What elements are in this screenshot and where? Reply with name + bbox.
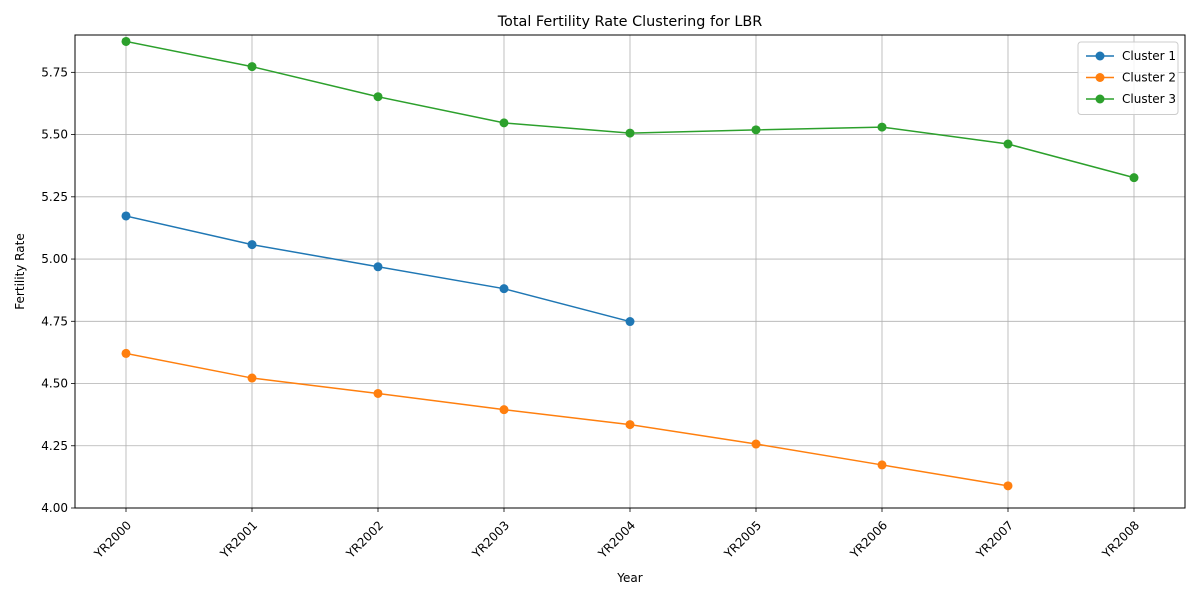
data-point — [499, 284, 509, 294]
legend-marker — [1095, 51, 1105, 61]
grid-lines — [75, 35, 1185, 509]
data-point — [373, 388, 383, 398]
y-tick-label: 5.50 — [41, 128, 68, 142]
chart-title: Total Fertility Rate Clustering for LBR — [497, 14, 763, 30]
y-axis-ticks: 4.00 4.25 4.50 4.75 5.00 5.25 5.50 5.75 — [41, 65, 75, 515]
data-point — [499, 118, 509, 128]
data-point — [625, 317, 635, 327]
x-tick-label: YR2008 — [1099, 518, 1142, 561]
data-point — [625, 420, 635, 430]
data-point — [247, 240, 257, 250]
data-point — [625, 128, 635, 138]
x-tick-label: YR2003 — [469, 518, 512, 561]
series-2 — [121, 348, 1013, 491]
legend-marker — [1095, 73, 1105, 82]
legend-item: Cluster 2 — [1086, 71, 1176, 85]
x-tick-label: YR2002 — [343, 518, 386, 561]
legend: Cluster 1 Cluster 2 Cluster 3 — [1077, 41, 1179, 115]
y-tick-label: 4.75 — [41, 314, 68, 328]
x-tick-label: YR2006 — [847, 518, 890, 561]
legend-item: Cluster 3 — [1086, 92, 1176, 106]
series-line — [125, 352, 1009, 487]
x-tick-label: YR2001 — [217, 518, 260, 561]
legend-label: Cluster 1 — [1122, 49, 1176, 63]
series-3 — [121, 36, 1139, 183]
data-point — [373, 262, 383, 272]
series-1 — [121, 211, 635, 327]
y-tick-label: 5.75 — [41, 65, 68, 79]
data-point — [121, 36, 131, 46]
x-axis-ticks: YR2000 YR2001 YR2002 YR2003 YR2004 YR2005 YR20… — [91, 508, 1142, 562]
data-point — [751, 125, 761, 135]
x-axis-title: Year — [616, 571, 642, 585]
data-point — [121, 348, 131, 358]
data-point — [121, 211, 131, 221]
y-tick-label: 4.25 — [41, 439, 68, 453]
x-tick-label: YR2005 — [721, 518, 764, 561]
data-point — [1003, 481, 1013, 491]
data-point — [751, 439, 761, 449]
data-point — [247, 62, 257, 72]
legend-marker — [1095, 94, 1105, 104]
y-tick-label: 5.00 — [41, 252, 68, 266]
legend-label: Cluster 2 — [1122, 71, 1176, 85]
data-point — [1003, 139, 1013, 149]
data-point — [877, 122, 887, 132]
data-point — [877, 460, 887, 470]
data-point — [1129, 173, 1139, 183]
y-tick-label: 4.50 — [41, 377, 68, 391]
data-point — [499, 405, 509, 415]
y-tick-label: 4.00 — [41, 501, 68, 515]
data-point — [247, 373, 257, 383]
legend-item: Cluster 1 — [1086, 49, 1176, 63]
x-tick-label: YR2000 — [91, 518, 134, 561]
y-axis-title: Fertility Rate — [13, 233, 27, 309]
x-tick-label: YR2004 — [595, 518, 638, 561]
series-layer — [121, 36, 1139, 491]
x-tick-label: YR2007 — [973, 518, 1016, 561]
legend-label: Cluster 3 — [1122, 92, 1176, 106]
data-point — [373, 92, 383, 102]
y-tick-label: 5.25 — [41, 190, 68, 204]
